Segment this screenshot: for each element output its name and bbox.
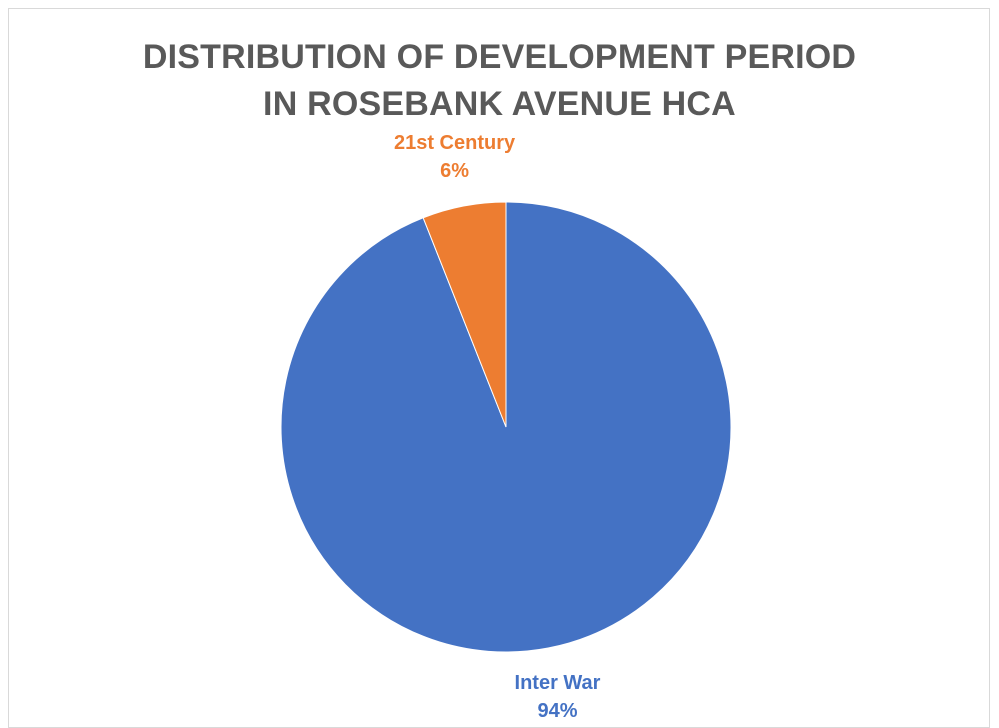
data-label-inter-war-name: Inter War [514,672,601,695]
data-label-21st-century: 21st Century 6% [394,129,515,185]
data-label-21st-century-name: 21st Century [393,131,516,154]
data-label-21st-century-value: 6% [440,159,469,182]
pie-slice-21st-century [422,201,507,428]
chart-title-line-1: DISTRIBUTION OF DEVELOPMENT PERIOD [142,38,857,76]
data-label-inter-war-value: 94% [537,700,578,723]
pie-chart [280,201,732,653]
chart-title: DISTRIBUTION OF DEVELOPMENT PERIOD IN RO… [0,34,999,128]
chart-title-line-2: IN ROSEBANK AVENUE HCA [263,85,736,123]
data-label-inter-war: Inter War 94% [515,669,601,725]
